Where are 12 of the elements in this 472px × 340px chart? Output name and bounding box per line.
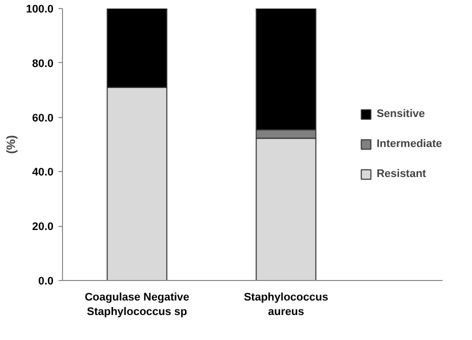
legend-label: Intermediate bbox=[376, 138, 442, 150]
y-tick-label: 100.0 bbox=[26, 4, 54, 16]
y-tick-label: 20.0 bbox=[32, 221, 54, 234]
x-tick-label: Coagulase Negative Staphylococcus sp bbox=[84, 292, 190, 318]
legend-label: Sensitive bbox=[376, 108, 425, 120]
y-tick-label: 0.0 bbox=[38, 276, 54, 288]
y-axis-title: (%) bbox=[4, 135, 18, 154]
x-tick-label: Staphylococcus aureus bbox=[244, 292, 328, 318]
y-tick-label: 60.0 bbox=[32, 112, 54, 124]
y-tick-label: 80.0 bbox=[32, 58, 54, 70]
y-tick-label: 40.0 bbox=[32, 166, 54, 179]
legend-label: Resistant bbox=[376, 168, 426, 180]
